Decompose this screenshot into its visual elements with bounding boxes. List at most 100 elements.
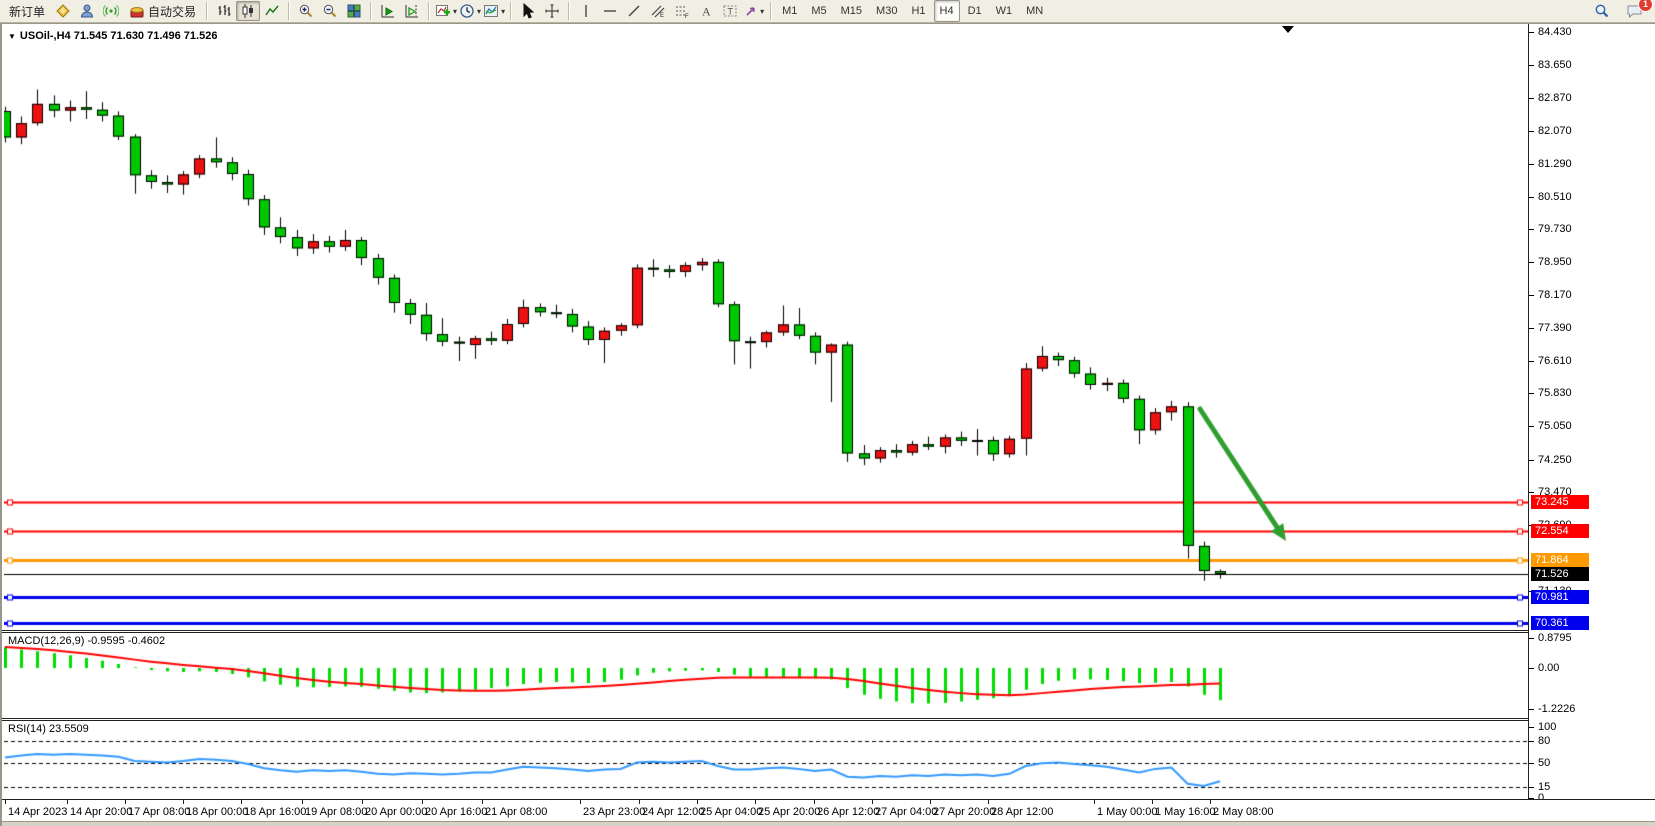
indicator-scale-tick: 0.00	[1529, 662, 1655, 674]
time-tick	[1210, 800, 1211, 804]
time-tick	[482, 800, 483, 804]
timeframe-d1[interactable]: D1	[967, 5, 982, 17]
time-tick	[67, 800, 68, 804]
tile-windows-icon[interactable]	[342, 1, 366, 21]
time-label: 19 Apr 08:00	[305, 806, 368, 818]
templates-button[interactable]	[482, 1, 506, 21]
time-label: 17 Apr 08:00	[128, 806, 191, 818]
price-tick: 84.430	[1529, 26, 1655, 38]
indicators-button[interactable]	[434, 1, 458, 21]
search-icon[interactable]	[1590, 1, 1614, 21]
price-line-label: 72.554	[1531, 523, 1589, 538]
zoom-in-icon[interactable]	[294, 1, 318, 21]
price-line-label: 73.245	[1531, 494, 1589, 509]
zoom-out-icon[interactable]	[318, 1, 342, 21]
vertical-line-icon[interactable]	[574, 1, 598, 21]
time-axis[interactable]: 14 Apr 2023 14 Apr 20:00 17 Apr 08:00 18 Ap…	[2, 799, 1655, 822]
timeframe-m1[interactable]: M1	[782, 5, 798, 17]
trend-line-icon[interactable]	[622, 1, 646, 21]
panel-separator[interactable]	[2, 718, 1655, 721]
price-axis[interactable]: 84.430 83.650 82.870 82.070 81.290 80.510 79.7…	[1529, 24, 1655, 804]
chat-button[interactable]: 1	[1622, 0, 1653, 21]
time-tick	[755, 800, 756, 804]
horizontal-line-icon[interactable]	[598, 1, 622, 21]
crosshair-icon[interactable]	[540, 1, 564, 21]
time-label: 18 Apr 16:00	[244, 806, 307, 818]
separator	[568, 2, 571, 20]
line-chart-icon[interactable]	[260, 1, 284, 21]
svg-text:E: E	[660, 13, 664, 19]
timeframe-m15[interactable]: M15	[840, 5, 863, 17]
rsi-canvas[interactable]	[4, 721, 1528, 799]
price-tick: 78.950	[1529, 256, 1655, 268]
time-tick	[5, 800, 6, 804]
price-tick: 82.070	[1529, 125, 1655, 137]
time-tick	[1094, 800, 1095, 804]
autotrade-button[interactable]: 自动交易	[123, 1, 202, 21]
text-label-icon[interactable]: T	[718, 1, 742, 21]
timeframe-m5[interactable]: M5	[811, 5, 827, 17]
timeframe-mn[interactable]: MN	[1026, 5, 1044, 17]
toolbar: 新订单 自动交易	[0, 0, 1655, 23]
time-tick	[362, 800, 363, 804]
timeframe-h4[interactable]: H4	[933, 0, 960, 22]
time-label: 1 May 16:00	[1155, 806, 1216, 818]
time-label: 27 Apr 04:00	[875, 806, 938, 818]
price-tick: 81.290	[1529, 158, 1655, 170]
macd-canvas[interactable]	[4, 633, 1528, 718]
arrows-button[interactable]	[742, 1, 766, 21]
auto-scroll-icon[interactable]	[376, 1, 400, 21]
indicator-scale-tick: -1.2226	[1529, 703, 1655, 715]
chart-end-marker[interactable]	[1282, 26, 1294, 33]
time-label: 20 Apr 00:00	[365, 806, 428, 818]
indicator-scale-tick: 0.8795	[1529, 632, 1655, 644]
time-tick	[814, 800, 815, 804]
profile-icon[interactable]	[75, 1, 99, 21]
timeframe-m30[interactable]: M30	[876, 5, 898, 17]
indicator-scale-tick: 15	[1529, 781, 1655, 793]
separator	[288, 2, 291, 20]
new-order-button[interactable]: 新订单	[9, 4, 46, 19]
time-tick	[697, 800, 698, 804]
fibonacci-icon[interactable]: F	[670, 1, 694, 21]
price-line-label: 70.981	[1531, 590, 1589, 605]
channel-icon[interactable]: E	[646, 1, 670, 21]
window-menu-icon[interactable]: ▼	[8, 31, 16, 41]
notification-badge: 1	[1638, 0, 1653, 12]
time-label: 23 Apr 23:00	[583, 806, 646, 818]
signal-icon[interactable]	[99, 1, 123, 21]
price-tick: 82.870	[1529, 92, 1655, 104]
time-label: 14 Apr 2023	[8, 806, 68, 818]
separator	[428, 2, 431, 20]
text-icon[interactable]: A	[694, 1, 718, 21]
panel-separator[interactable]	[2, 630, 1655, 633]
window-bottom-edge	[2, 821, 1655, 826]
price-chart-canvas[interactable]	[4, 26, 1528, 630]
time-label: 1 May 00:00	[1097, 806, 1158, 818]
periods-button[interactable]	[458, 1, 482, 21]
price-axis-border	[1528, 24, 1529, 799]
time-tick	[422, 800, 423, 804]
toolbar-right: 1	[1590, 0, 1653, 21]
time-label: 28 Apr 12:00	[991, 806, 1054, 818]
candlestick-chart-icon[interactable]	[236, 1, 261, 21]
chart-window: ▼ USOil-,H4 71.545 71.630 71.496 71.526 …	[0, 23, 1655, 826]
indicator-scale-tick: 100	[1529, 721, 1655, 733]
time-label: 18 Apr 00:00	[186, 806, 249, 818]
indicator-scale-tick: 0	[1529, 792, 1655, 804]
timeframe-h1[interactable]: H1	[911, 5, 926, 17]
symbol-ohlc-text: USOil-,H4 71.545 71.630 71.496 71.526	[19, 30, 218, 42]
macd-indicator-label: MACD(12,26,9) -0.9595 -0.4602	[8, 635, 166, 647]
price-line-label: 70.361	[1531, 616, 1589, 631]
bar-chart-icon[interactable]	[212, 1, 236, 21]
price-tick: 75.050	[1529, 420, 1655, 432]
price-tick: 74.250	[1529, 454, 1655, 466]
timeframe-w1[interactable]: W1	[995, 5, 1013, 17]
cursor-icon[interactable]	[516, 1, 540, 21]
time-tick	[1152, 800, 1153, 804]
chart-shift-icon[interactable]	[400, 1, 424, 21]
time-label: 2 May 08:00	[1213, 806, 1274, 818]
gold-diamond-icon[interactable]	[51, 1, 75, 21]
price-tick: 76.610	[1529, 355, 1655, 367]
time-label: 25 Apr 04:00	[700, 806, 763, 818]
